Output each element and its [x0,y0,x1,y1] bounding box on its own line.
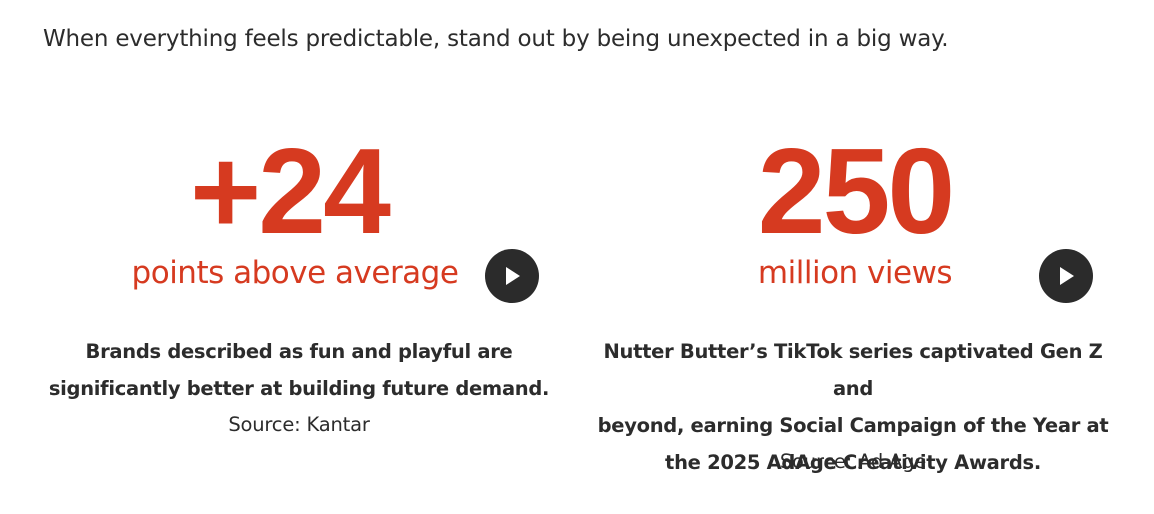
stat-card-adage: 250 million views [680,130,1030,289]
caption-line: significantly better at building future … [48,377,550,400]
intro-text: When everything feels predictable, stand… [43,26,949,52]
stat-source: Source: Kantar [228,413,370,436]
stat-big-number: +24 [190,123,391,259]
stat-caption: Brands described as fun and playful are … [40,333,558,407]
caption-line: Brands described as fun and playful are [85,340,513,363]
caption-line: the 2025 AdAge Creativity Awards. [665,451,1041,474]
caption-line: beyond, earning Social Campaign of the Y… [597,414,1109,437]
stat-card-kantar: +24 points above average [110,130,480,289]
stat-source: Source: Ad Age [779,450,927,473]
stat-sub-label: points above average [131,255,459,291]
caption-line: Nutter Butter’s TikTok series captivated… [603,340,1103,400]
play-video-button[interactable] [485,249,539,303]
play-icon [1060,267,1074,285]
play-video-button[interactable] [1039,249,1093,303]
stat-sub-label: million views [757,255,953,291]
play-icon [506,267,520,285]
stat-big-number: 250 [757,123,956,259]
stat-caption: Nutter Butter’s TikTok series captivated… [583,333,1123,481]
